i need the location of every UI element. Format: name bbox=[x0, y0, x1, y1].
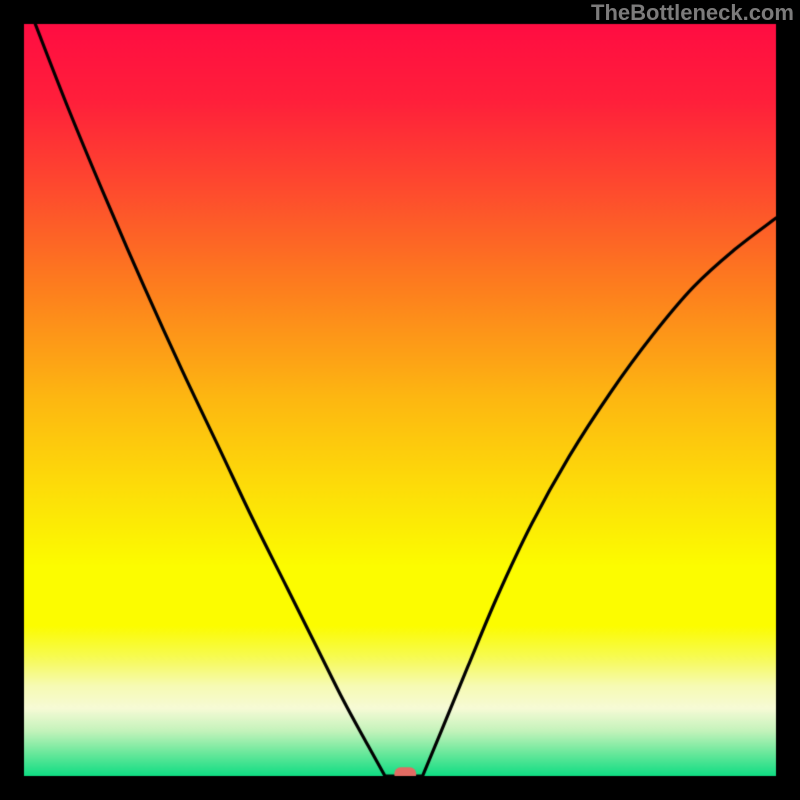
watermark-text: TheBottleneck.com bbox=[591, 0, 794, 26]
chart-container: TheBottleneck.com bbox=[0, 0, 800, 800]
bottleneck-curve-chart bbox=[0, 0, 800, 800]
